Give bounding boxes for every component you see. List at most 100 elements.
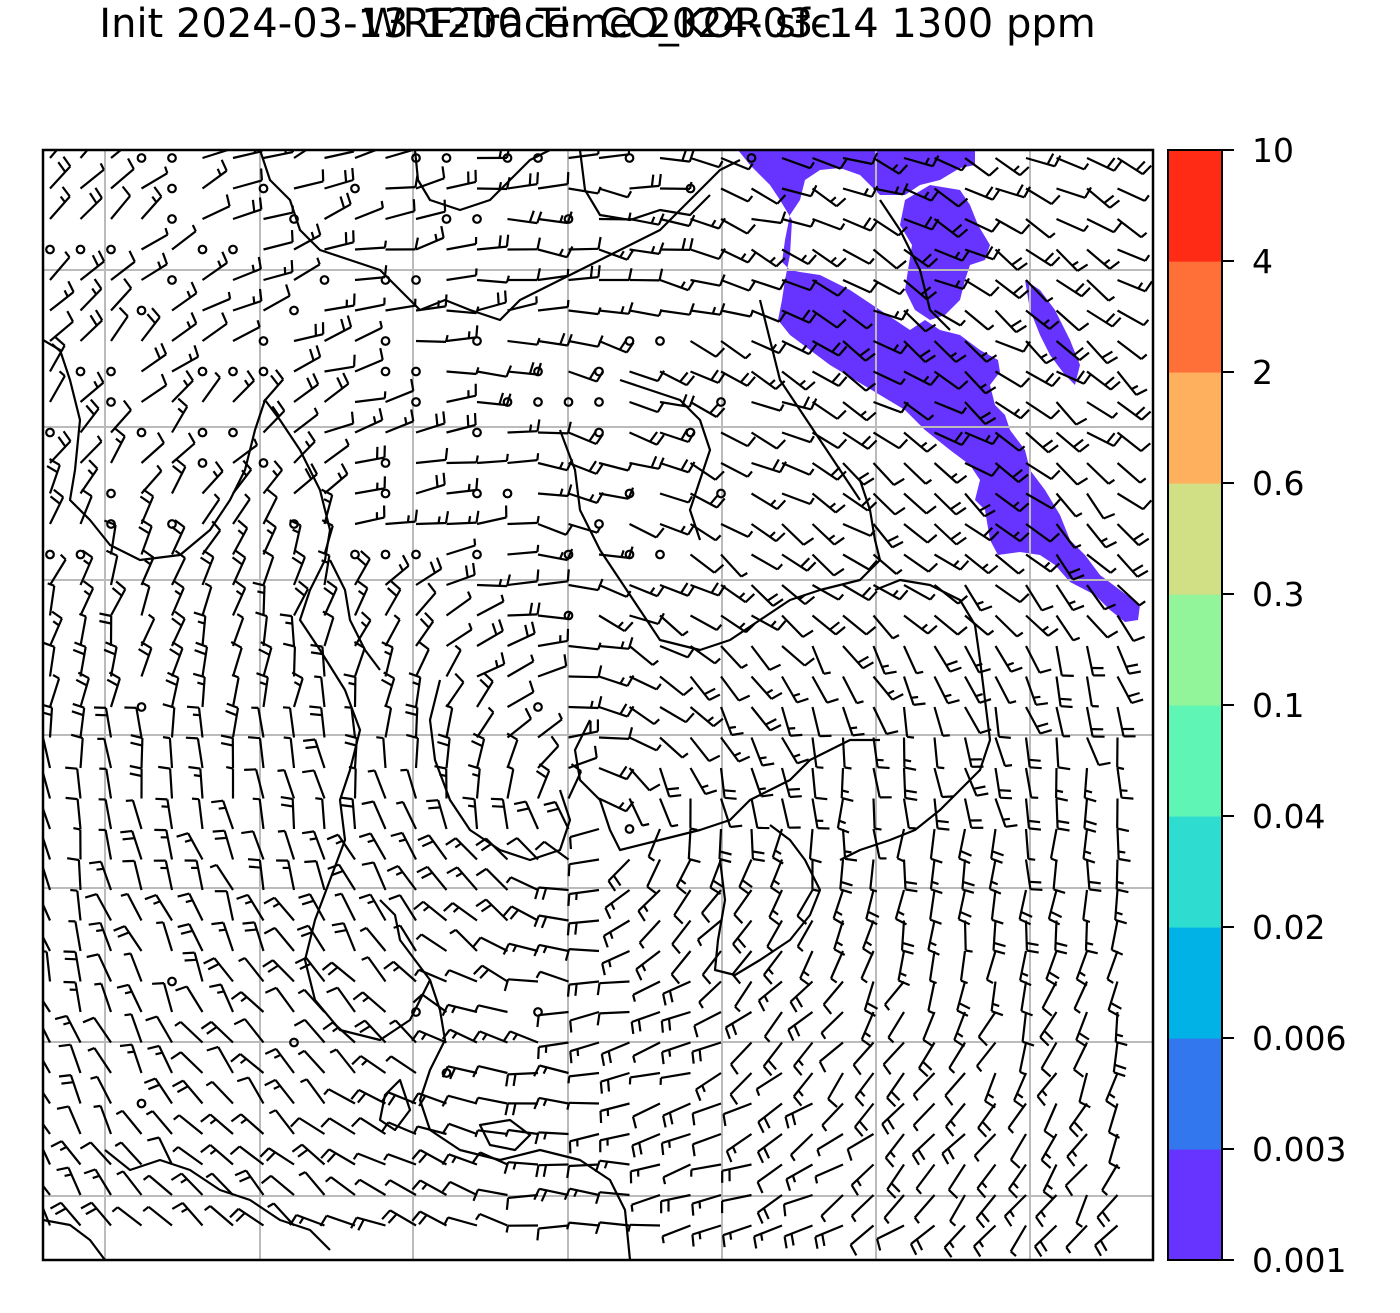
wind-barb [411,1179,448,1196]
wind-barb [789,980,814,1013]
wind-barb [659,675,694,697]
wind-barb [506,765,515,799]
wind-barb [98,798,113,830]
wind-barb [912,1102,936,1132]
wind-barb [507,237,541,251]
wind-barb [933,462,968,484]
wind-barb [689,645,721,665]
calm-wind-circle [75,244,86,255]
wind-barb [781,461,815,476]
wind-barb [297,1049,326,1074]
wind-barb [145,1110,173,1135]
wind-barb [411,1029,447,1044]
calm-wind-circle [167,214,177,224]
wind-barb [631,1102,661,1129]
wind-barb [231,580,247,616]
wind-barb [629,612,665,625]
wind-barb [690,303,726,316]
wind-barb [504,1128,539,1137]
wind-barb [201,159,228,190]
wind-barb [63,980,82,1013]
wind-barb [783,1224,813,1249]
wind-barb [566,1163,600,1179]
coastline [573,719,880,852]
calm-wind-circle [350,183,360,194]
wind-barb [846,1133,875,1161]
wind-barb [933,187,969,208]
wind-barb [630,1010,661,1035]
wind-barb [886,1163,905,1199]
wind-barb [873,339,909,355]
wind-barb [354,1178,387,1196]
wind-barb [413,900,448,922]
wind-barb [658,798,679,828]
wind-barb [903,553,939,573]
wind-barb [262,549,275,586]
wind-barb [964,279,1000,297]
wind-barb [385,199,416,221]
wind-barb [201,251,229,281]
wind-barb [671,919,692,955]
wind-barb [1086,492,1116,520]
wind-barb [568,150,600,160]
wind-barb [473,964,509,983]
wind-barb [1116,218,1148,239]
wind-barb [415,411,446,434]
calm-wind-circle [136,305,147,316]
wind-barb [781,340,818,356]
wind-barb [1055,523,1082,549]
wind-barb [176,832,204,861]
wind-barb [49,156,72,190]
coastline [329,559,381,671]
wind-barb [297,988,326,1013]
wind-barb [689,492,726,509]
wind-barb [120,829,143,860]
wind-barb [79,549,94,586]
wind-barb [569,827,600,850]
wind-barb [361,956,387,983]
wind-barb [229,1145,265,1166]
wind-barb [43,1205,52,1226]
wind-barb [65,796,82,830]
wind-barb [872,523,904,549]
calm-wind-circle [441,153,452,163]
wind-barb [781,553,817,572]
wind-barb [416,865,448,891]
wind-barb [781,431,815,444]
calm-wind-circle [472,549,482,560]
wind-barb [533,914,569,929]
wind-barb [503,1161,539,1175]
calm-wind-circle [380,336,391,346]
wind-barb [1055,676,1073,709]
wind-barb [903,614,938,635]
calm-wind-circle [533,702,543,712]
wind-barb [903,187,940,202]
wind-barb [933,767,955,799]
wind-barb [829,950,845,984]
wind-barb [415,511,450,526]
colorbar-segment [1168,372,1222,484]
wind-barb [990,981,1004,1017]
wind-barb [262,460,283,495]
wind-barb [659,278,696,292]
calm-wind-circle [746,153,757,163]
wind-barb [63,950,82,982]
wind-barb [733,889,753,925]
wind-barb [48,610,63,647]
wind-barb [395,800,417,830]
wind-barb [750,828,765,862]
wind-barb [915,1163,936,1195]
wind-barb [449,928,478,952]
wind-barb [638,919,661,949]
wind-barb [956,981,971,1017]
wind-barb [963,767,989,797]
wind-barb [230,641,243,677]
wind-barb [48,674,61,708]
wind-barb [444,969,478,983]
wind-barb [691,1193,722,1216]
wind-barb [1106,950,1119,984]
wind-barb [1025,153,1062,168]
wind-barb [300,1078,326,1105]
wind-barb [598,302,634,315]
wind-barb [138,519,153,555]
